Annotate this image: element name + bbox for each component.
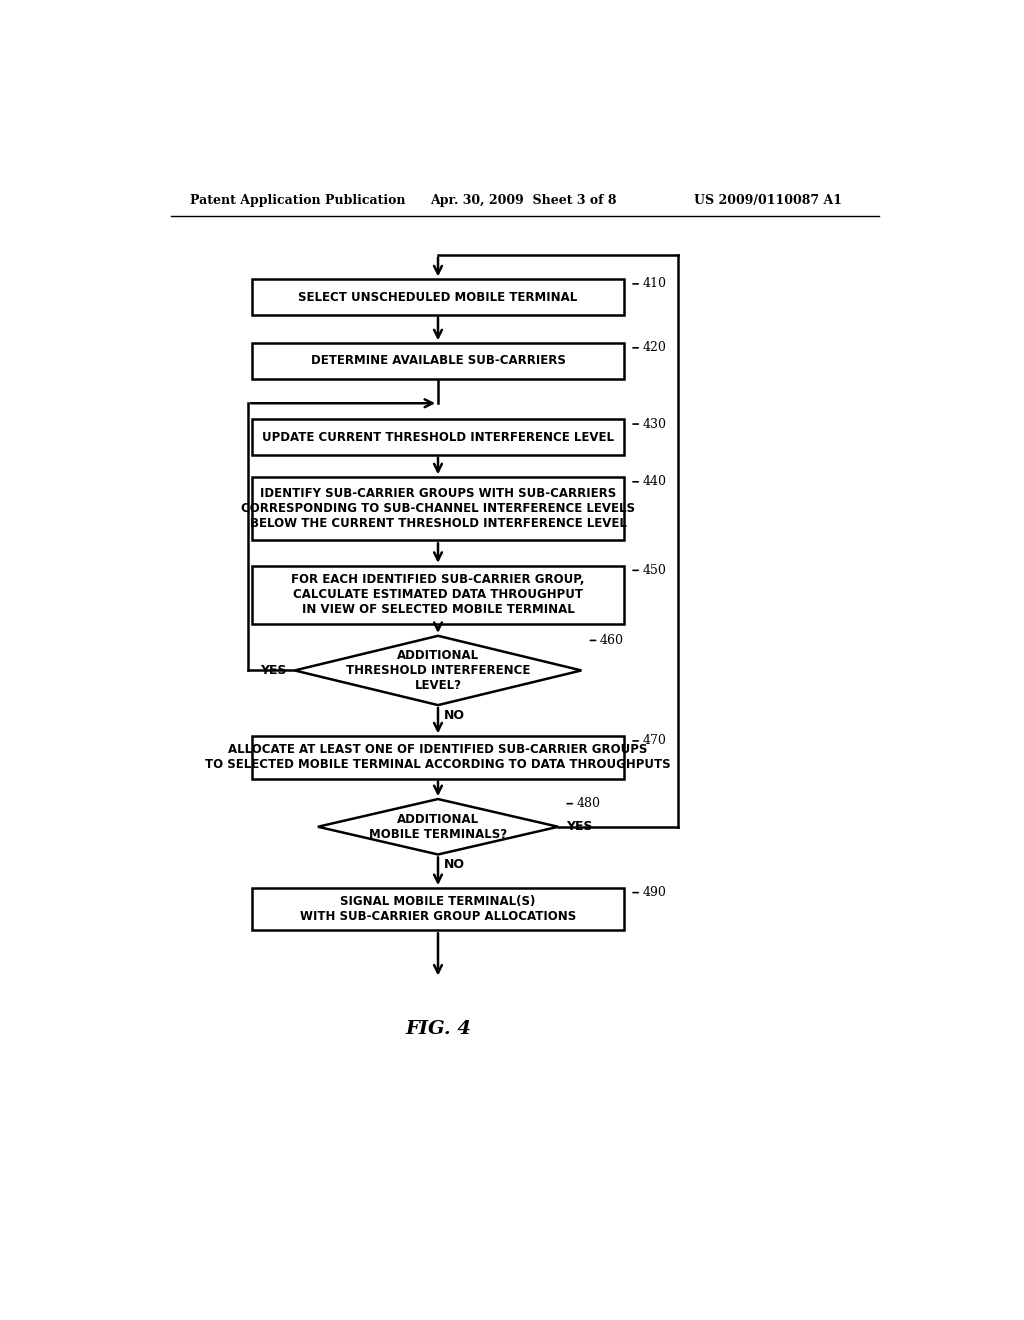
- Text: FIG. 4: FIG. 4: [406, 1019, 471, 1038]
- Text: 470: 470: [643, 734, 667, 747]
- FancyBboxPatch shape: [252, 343, 624, 379]
- Text: UPDATE CURRENT THRESHOLD INTERFERENCE LEVEL: UPDATE CURRENT THRESHOLD INTERFERENCE LE…: [262, 430, 614, 444]
- FancyBboxPatch shape: [252, 888, 624, 931]
- Text: 480: 480: [577, 797, 601, 810]
- Text: SIGNAL MOBILE TERMINAL(S)
WITH SUB-CARRIER GROUP ALLOCATIONS: SIGNAL MOBILE TERMINAL(S) WITH SUB-CARRI…: [300, 895, 577, 923]
- Text: 490: 490: [643, 886, 667, 899]
- Polygon shape: [295, 636, 582, 705]
- Text: FOR EACH IDENTIFIED SUB-CARRIER GROUP,
CALCULATE ESTIMATED DATA THROUGHPUT
IN VI: FOR EACH IDENTIFIED SUB-CARRIER GROUP, C…: [291, 573, 585, 616]
- FancyBboxPatch shape: [252, 737, 624, 779]
- Text: NO: NO: [444, 858, 465, 871]
- FancyBboxPatch shape: [252, 566, 624, 624]
- Text: ALLOCATE AT LEAST ONE OF IDENTIFIED SUB-CARRIER GROUPS
TO SELECTED MOBILE TERMIN: ALLOCATE AT LEAST ONE OF IDENTIFIED SUB-…: [205, 743, 671, 771]
- Text: US 2009/0110087 A1: US 2009/0110087 A1: [693, 194, 842, 207]
- FancyBboxPatch shape: [252, 478, 624, 540]
- Text: ADDITIONAL
THRESHOLD INTERFERENCE
LEVEL?: ADDITIONAL THRESHOLD INTERFERENCE LEVEL?: [346, 649, 530, 692]
- Text: YES: YES: [566, 820, 592, 833]
- Text: SELECT UNSCHEDULED MOBILE TERMINAL: SELECT UNSCHEDULED MOBILE TERMINAL: [298, 290, 578, 304]
- Text: 430: 430: [643, 417, 667, 430]
- Polygon shape: [317, 799, 558, 854]
- Text: Patent Application Publication: Patent Application Publication: [190, 194, 406, 207]
- Text: 460: 460: [600, 634, 624, 647]
- Text: 420: 420: [643, 342, 667, 354]
- Text: ADDITIONAL
MOBILE TERMINALS?: ADDITIONAL MOBILE TERMINALS?: [369, 813, 507, 841]
- Text: IDENTIFY SUB-CARRIER GROUPS WITH SUB-CARRIERS
CORRESPONDING TO SUB-CHANNEL INTER: IDENTIFY SUB-CARRIER GROUPS WITH SUB-CAR…: [241, 487, 635, 531]
- Text: Apr. 30, 2009  Sheet 3 of 8: Apr. 30, 2009 Sheet 3 of 8: [430, 194, 616, 207]
- Text: 450: 450: [643, 564, 667, 577]
- FancyBboxPatch shape: [252, 280, 624, 314]
- Text: 410: 410: [643, 277, 667, 290]
- Text: NO: NO: [444, 709, 465, 722]
- Text: DETERMINE AVAILABLE SUB-CARRIERS: DETERMINE AVAILABLE SUB-CARRIERS: [310, 354, 565, 367]
- FancyBboxPatch shape: [252, 420, 624, 455]
- Text: 440: 440: [643, 475, 667, 488]
- Text: YES: YES: [260, 664, 287, 677]
